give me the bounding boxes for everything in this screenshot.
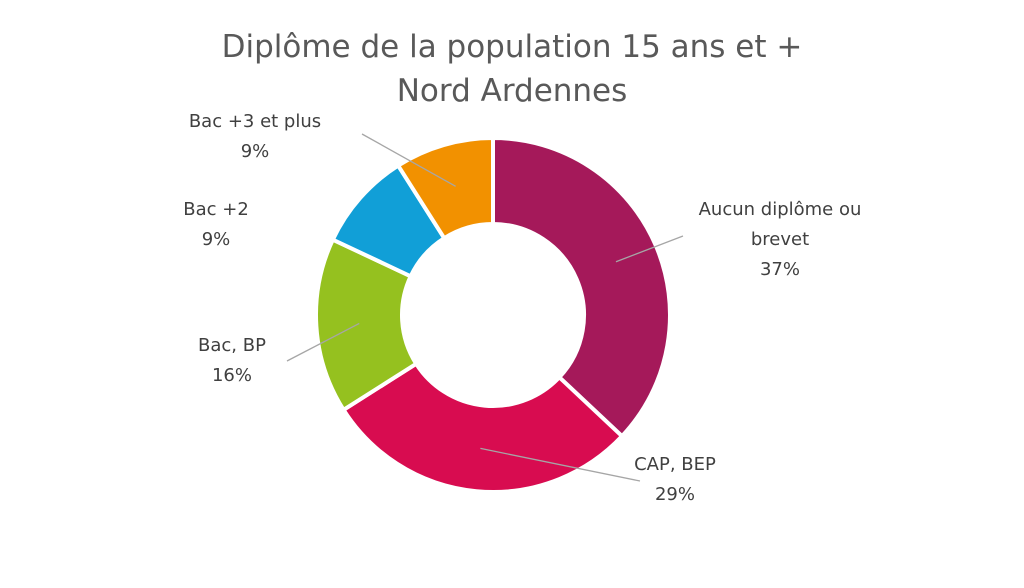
donut-slice-4 [395, 135, 495, 241]
data-labels-group: Aucun diplôme ou brevet 37% CAP, BEP 29% Bac,… [183, 111, 861, 505]
leader-line-2 [286, 322, 360, 362]
slice-value-label-3: 9% [202, 229, 231, 250]
slice-label-2-line-0: Bac, BP [198, 335, 266, 356]
slice-value-label-4: 9% [241, 141, 270, 162]
leader-line-0 [615, 235, 684, 263]
slice-value-label-2: 16% [212, 365, 252, 386]
chart-title-line-2: Nord Ardennes [397, 73, 628, 109]
slice-value-label-1: 29% [655, 484, 695, 505]
slices-group [314, 135, 672, 494]
slice-label-4-line-0: Bac +3 et plus [189, 111, 321, 132]
donut-slice-1 [340, 361, 625, 494]
slice-value-label-0: 37% [760, 259, 800, 280]
leader-line-1 [480, 447, 641, 482]
slice-label-0-line-0: Aucun diplôme ou [699, 199, 862, 220]
slice-label-1-line-0: CAP, BEP [634, 454, 716, 475]
donut-slice-2 [314, 236, 419, 413]
leader-lines-group [286, 133, 684, 482]
slice-label-0-line-1: brevet [751, 229, 809, 250]
leader-line-4 [361, 133, 456, 187]
slice-label-3-line-0: Bac +2 [183, 199, 249, 220]
donut-slice-0 [491, 135, 672, 439]
chart-title-line-1: Diplôme de la population 15 ans et + [222, 29, 803, 65]
